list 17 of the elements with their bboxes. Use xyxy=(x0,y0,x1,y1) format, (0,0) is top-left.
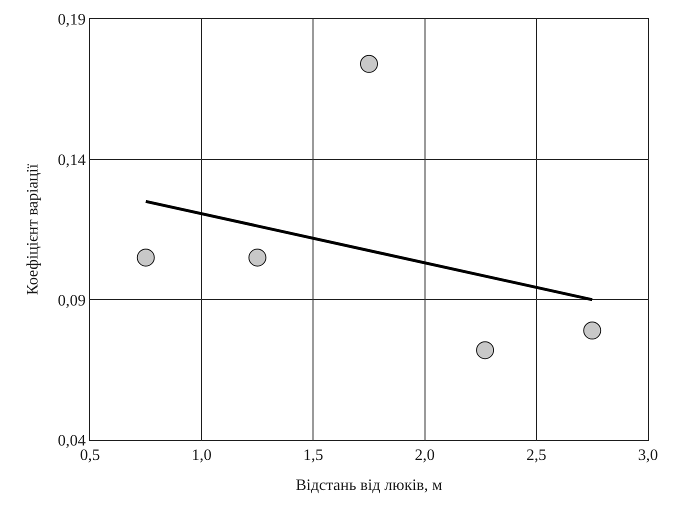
y-tick-label: 0,09 xyxy=(58,292,86,310)
x-tick-label: 1,5 xyxy=(303,447,324,464)
x-tick-label: 1,0 xyxy=(192,447,212,464)
point xyxy=(136,248,155,267)
y-tick-label: 0,19 xyxy=(58,12,86,29)
x-tick-label: 3,0 xyxy=(638,447,658,464)
y-tick-label: 0,04 xyxy=(58,432,86,450)
x-axis-title: Відстань від люків, м xyxy=(296,476,442,494)
point xyxy=(583,322,602,340)
point xyxy=(248,248,266,267)
point xyxy=(476,341,494,360)
y-tick-label: 0,14 xyxy=(58,152,86,169)
point xyxy=(360,54,378,73)
x-tick-label: 0,5 xyxy=(80,447,100,464)
y-axis-title: Коефіцієнт варіації xyxy=(24,163,42,296)
x-tick-label: 2,5 xyxy=(526,447,546,464)
x-tick-label: 2,0 xyxy=(414,447,435,464)
